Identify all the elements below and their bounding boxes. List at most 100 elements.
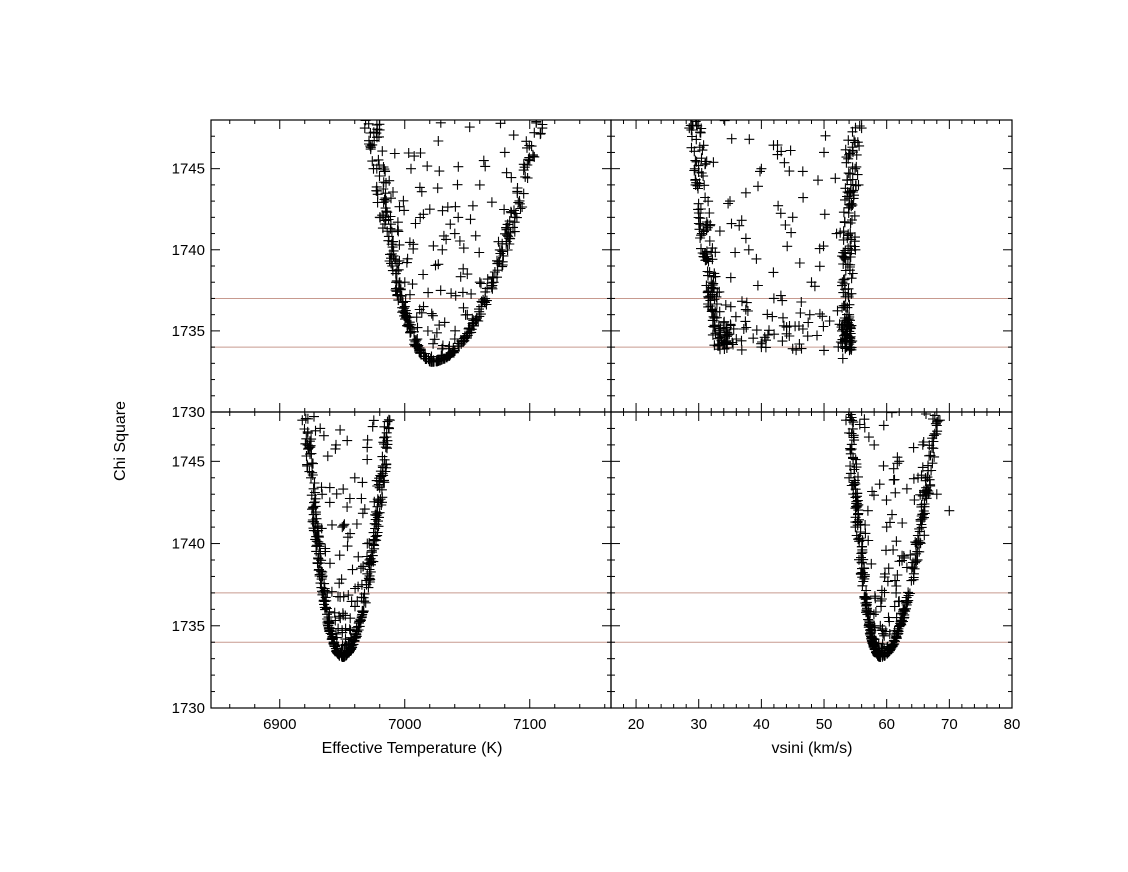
data-point	[703, 256, 714, 267]
data-point	[769, 329, 780, 340]
data-point	[446, 288, 457, 299]
data-point	[335, 424, 346, 435]
data-point	[902, 597, 913, 608]
data-point	[867, 637, 878, 648]
data-point	[405, 289, 415, 300]
data-point	[410, 336, 421, 347]
data-point	[908, 557, 918, 568]
data-point	[487, 280, 498, 291]
data-point	[849, 241, 860, 252]
data-point	[878, 420, 889, 431]
data-point	[337, 627, 348, 638]
data-point	[889, 638, 900, 649]
data-point	[704, 267, 715, 278]
data-point	[361, 575, 372, 586]
data-point	[347, 564, 358, 575]
data-point	[740, 233, 751, 244]
data-point	[345, 644, 356, 655]
data-point	[377, 210, 388, 221]
data-point	[390, 268, 401, 279]
data-point	[850, 492, 861, 503]
data-point	[843, 168, 854, 179]
data-point	[863, 432, 874, 443]
data-point	[309, 478, 320, 488]
data-point	[784, 166, 795, 177]
data-point	[850, 137, 861, 148]
data-point	[379, 477, 390, 488]
data-point	[860, 528, 871, 539]
data-point	[386, 193, 396, 204]
data-point	[312, 558, 323, 569]
data-point	[314, 564, 324, 575]
data-point	[304, 466, 315, 477]
data-point	[844, 472, 855, 483]
data-point	[402, 253, 413, 264]
data-point	[478, 155, 489, 166]
data-point	[862, 609, 873, 620]
data-point	[476, 301, 487, 312]
data-point	[848, 452, 858, 463]
data-point	[924, 474, 935, 485]
data-point	[387, 236, 398, 247]
data-point	[324, 625, 335, 636]
data-point	[728, 339, 738, 350]
data-point	[844, 149, 854, 160]
data-point	[467, 200, 478, 211]
data-point	[428, 240, 439, 251]
data-point	[928, 443, 939, 454]
data-point	[362, 454, 373, 465]
data-point	[492, 258, 503, 269]
data-point	[888, 474, 899, 485]
data-point	[707, 280, 718, 291]
x-tick-label: 6900	[263, 716, 296, 733]
data-point	[814, 261, 825, 272]
data-point	[916, 511, 927, 521]
data-point	[369, 496, 380, 507]
data-point	[775, 290, 786, 301]
panel-top-left-points	[359, 120, 548, 367]
data-point	[324, 482, 335, 493]
data-point	[695, 233, 706, 243]
data-point	[480, 293, 491, 304]
data-point	[406, 163, 416, 174]
data-point	[861, 585, 872, 596]
data-point	[448, 345, 459, 356]
data-point	[395, 284, 406, 295]
data-point	[442, 202, 453, 213]
data-point	[381, 427, 392, 438]
data-point	[813, 175, 823, 186]
data-point	[317, 571, 327, 582]
data-point	[892, 628, 903, 639]
data-point	[360, 597, 371, 608]
x-tick-label: 30	[690, 716, 707, 733]
data-point	[414, 182, 425, 193]
data-point	[933, 415, 944, 426]
data-point	[342, 532, 353, 543]
data-point	[317, 489, 328, 500]
data-point	[374, 171, 385, 181]
data-point	[819, 209, 830, 220]
data-point	[875, 595, 886, 606]
data-point	[818, 321, 829, 332]
data-point	[848, 417, 859, 428]
data-point	[757, 337, 767, 347]
data-point	[863, 622, 874, 633]
data-point	[515, 203, 526, 214]
data-point	[844, 199, 855, 210]
data-point	[382, 439, 393, 450]
data-point	[851, 180, 861, 191]
data-point	[480, 161, 491, 172]
data-point	[690, 174, 701, 185]
data-point	[392, 225, 403, 236]
data-point	[466, 288, 477, 299]
data-point	[482, 274, 493, 285]
data-point	[809, 281, 820, 292]
x-tick-label: 60	[878, 716, 895, 733]
data-point	[394, 239, 405, 250]
data-point	[371, 506, 382, 517]
data-point	[696, 168, 707, 178]
data-point	[782, 241, 793, 252]
data-point	[371, 163, 382, 174]
data-point	[470, 315, 481, 326]
data-point	[844, 332, 855, 343]
